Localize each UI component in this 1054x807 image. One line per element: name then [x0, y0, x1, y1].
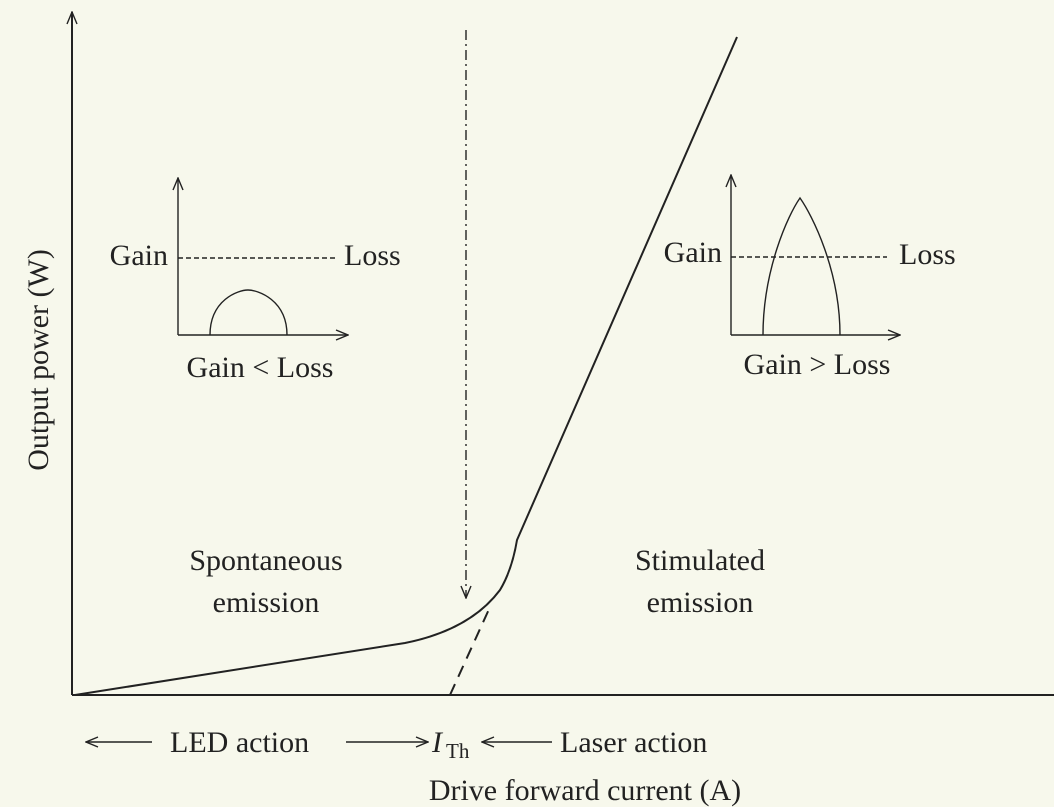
inset-caption: Gain > Loss: [744, 348, 891, 381]
gain-label: Gain: [664, 236, 722, 269]
threshold-symbol: I: [431, 726, 444, 759]
region-label: Stimulated: [635, 544, 765, 577]
li-curve: [74, 36, 738, 696]
loss-label: Loss: [344, 239, 401, 272]
region-label: emission: [647, 586, 754, 619]
gain-label: Gain: [110, 239, 168, 272]
region-label: Spontaneous: [189, 544, 342, 577]
inset-caption: Gain < Loss: [187, 351, 334, 384]
extrapolation: [449, 606, 491, 696]
led-label: LED action: [170, 726, 309, 759]
region-label: emission: [213, 586, 320, 619]
gain-curve: [762, 196, 841, 336]
loss-label: Loss: [899, 238, 956, 271]
laser-label: Laser action: [560, 726, 707, 759]
gain-curve: [209, 289, 288, 336]
y-axis-label: Output power (W): [22, 249, 55, 471]
threshold-subscript: Th: [446, 739, 470, 763]
x-axis-label: Drive forward current (A): [429, 774, 741, 807]
